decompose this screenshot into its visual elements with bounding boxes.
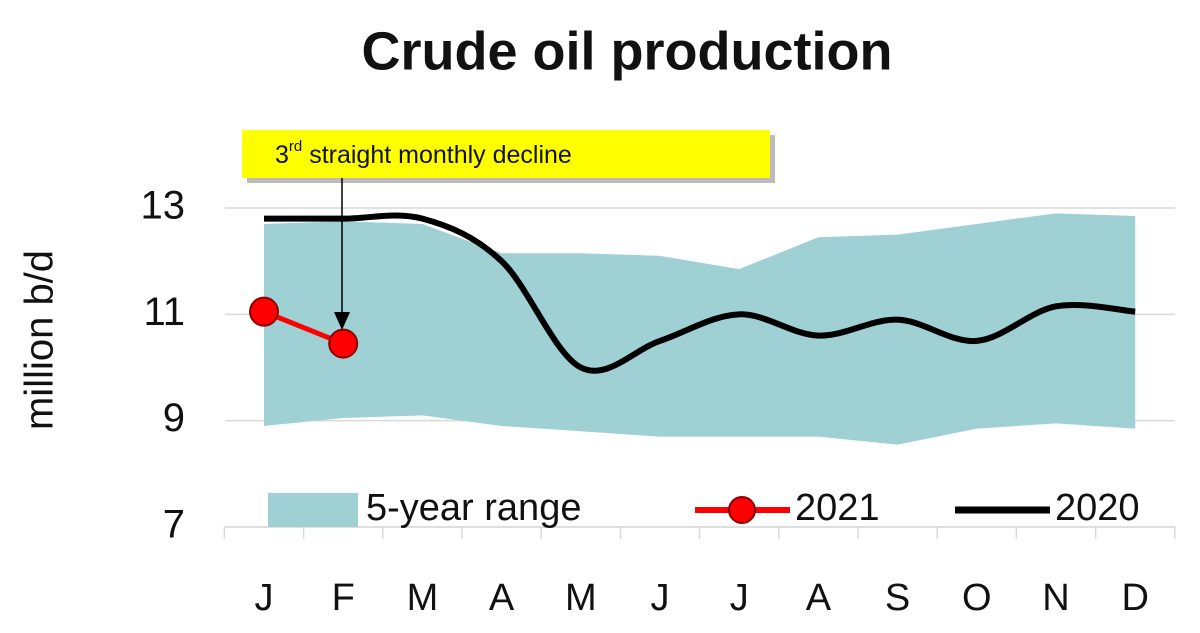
x-tick-label: O — [962, 577, 992, 619]
x-tick-label: N — [1042, 577, 1069, 619]
annotation-text: 3rd straight monthly decline — [275, 138, 572, 169]
x-tick-label: J — [255, 577, 274, 619]
legend-marker — [728, 496, 756, 524]
annotation-superscript: rd — [289, 138, 302, 155]
legend-label: 2021 — [795, 487, 880, 529]
y-tick-label: 9 — [163, 396, 185, 440]
annotation-box — [242, 130, 770, 178]
y-tick-label: 11 — [143, 290, 185, 334]
range-band — [264, 213, 1136, 445]
legend-label: 2020 — [1055, 487, 1140, 529]
series-marker — [249, 296, 279, 327]
annotation-arrowhead — [334, 312, 350, 330]
x-tick-label: D — [1121, 577, 1148, 619]
x-tick-label: A — [806, 577, 832, 619]
series-line — [264, 212, 1136, 374]
x-tick-label: A — [489, 577, 515, 619]
y-axis-label: million b/d — [18, 250, 62, 430]
y-tick-label: 13 — [141, 184, 186, 228]
x-tick-label: J — [651, 577, 670, 619]
legend-swatch — [268, 493, 358, 527]
annotation-number: 3 — [275, 141, 289, 169]
legend-label: 5-year range — [366, 487, 581, 529]
x-tick-label: F — [332, 577, 355, 619]
y-tick-label: 7 — [163, 503, 185, 547]
annotation-text: straight monthly decline — [302, 141, 572, 169]
x-tick-label: J — [730, 577, 749, 619]
chart-title: Crude oil production — [362, 21, 893, 81]
x-tick-label: S — [885, 577, 910, 619]
x-tick-label: M — [407, 577, 439, 619]
x-tick-label: M — [565, 577, 597, 619]
series-marker — [328, 328, 359, 359]
